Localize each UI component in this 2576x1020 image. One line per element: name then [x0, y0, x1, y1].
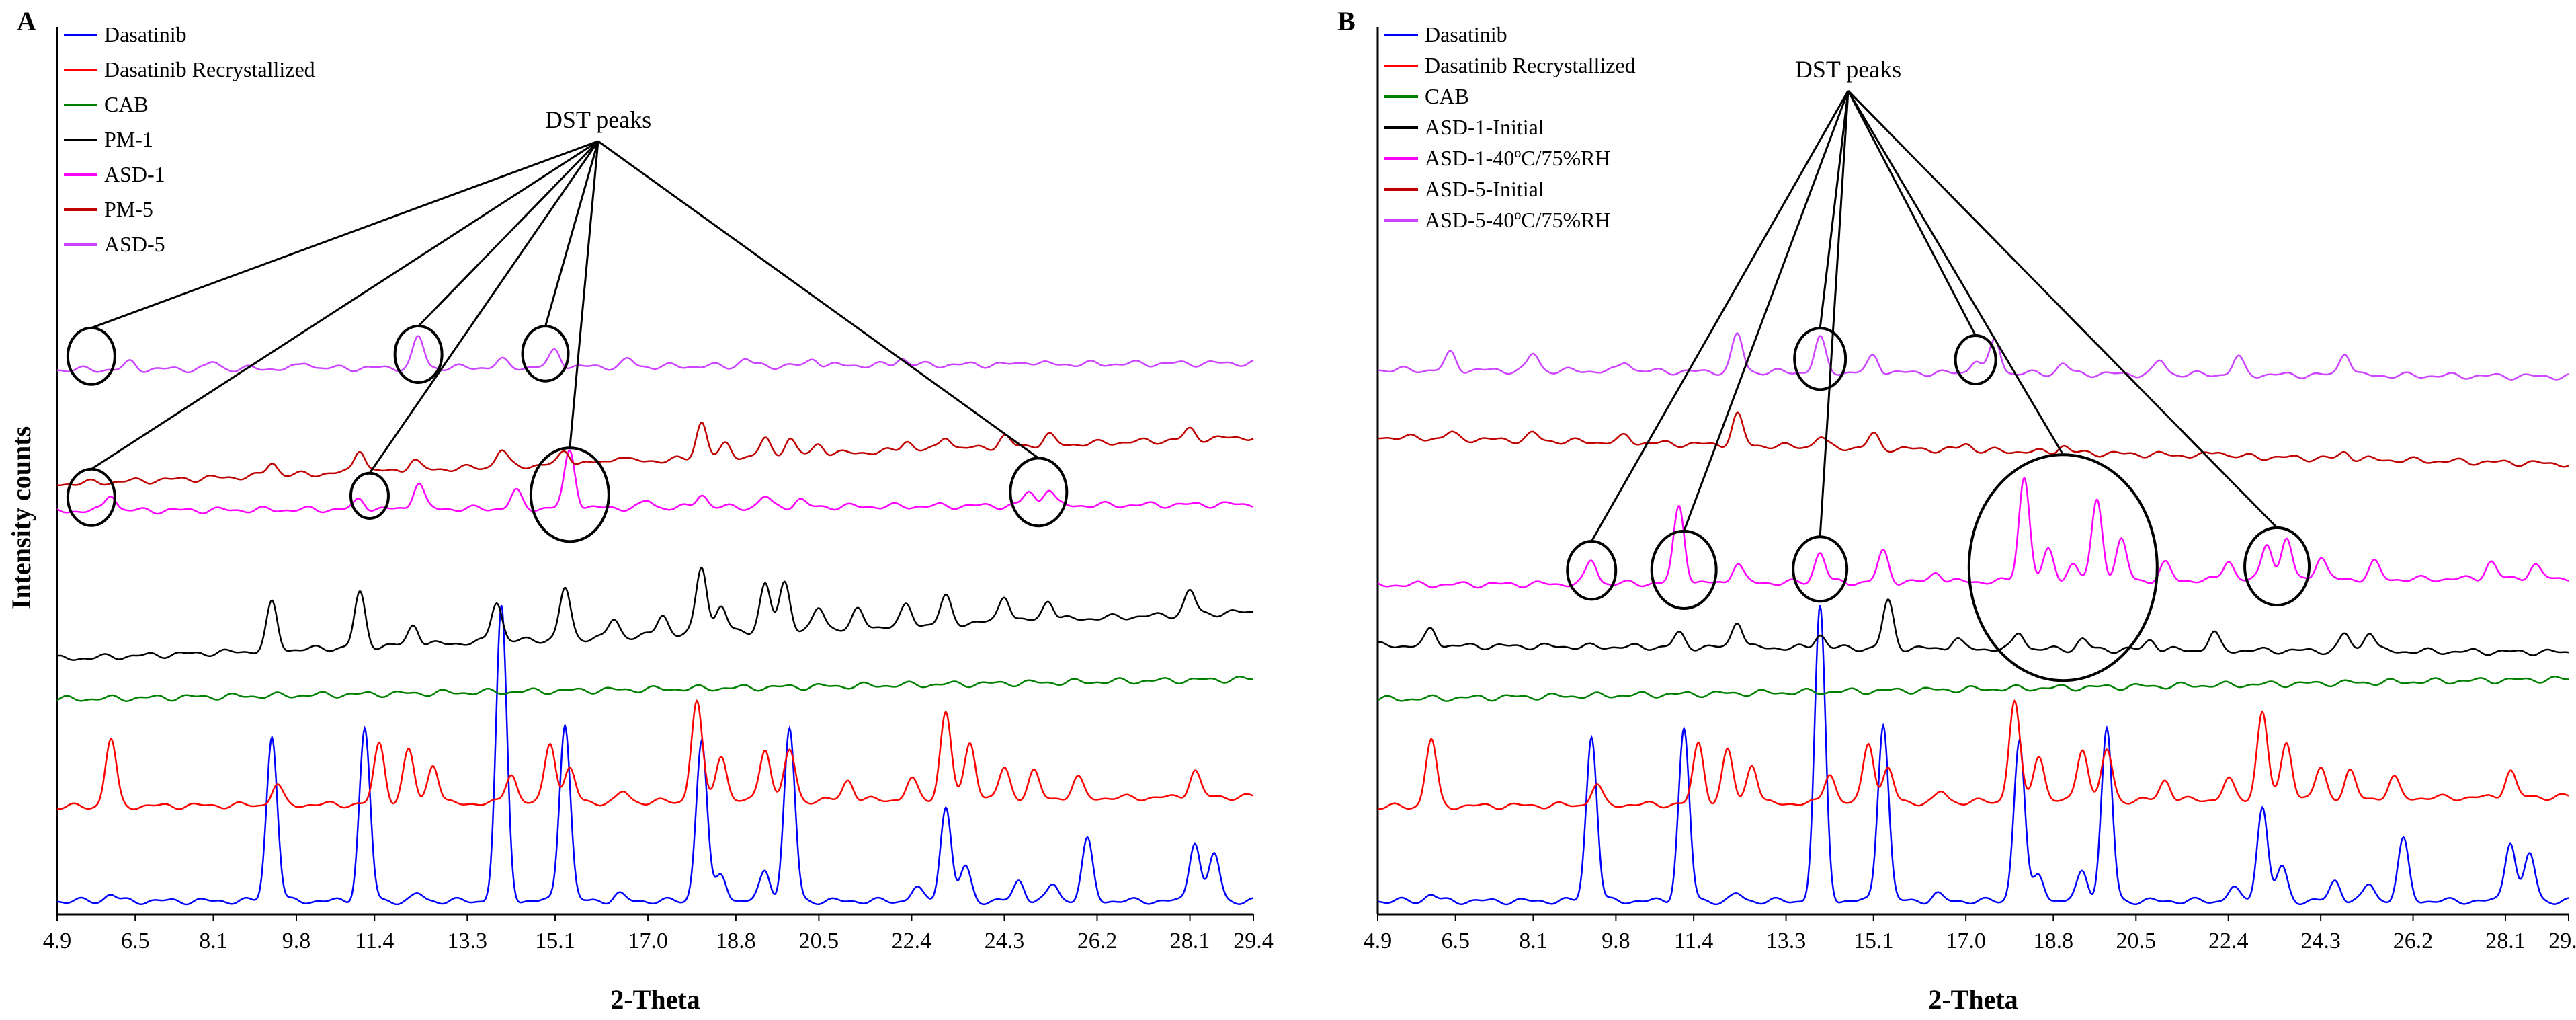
- annotation-pointer: [1847, 89, 2278, 528]
- legend-label: PM-5: [104, 197, 153, 221]
- peak-circle: [1009, 457, 1069, 528]
- series-line-dasatinib: [57, 604, 1254, 906]
- series-line-asd-1-40-c-75-rh: [1377, 475, 2569, 589]
- series-line-pm-1: [56, 566, 1254, 661]
- annotation-pointer: [1819, 90, 1850, 329]
- panel-letter: A: [17, 6, 36, 36]
- x-tick-label: 29.4: [2548, 929, 2576, 953]
- series-line-asd-1-initial: [1377, 598, 2569, 656]
- legend-label: ASD-1-Initial: [1425, 115, 1544, 139]
- series-line-dasatinib-recrystallized: [56, 699, 1254, 810]
- legend-label: Dasatinib Recrystallized: [1425, 53, 1636, 77]
- annotation-pointer: [1847, 90, 2065, 456]
- peak-circle: [1566, 540, 1618, 601]
- dst-peaks-annotation: DST peaks: [1795, 56, 1901, 83]
- legend-label: Dasatinib: [104, 22, 187, 46]
- x-tick-label: 20.5: [799, 929, 839, 953]
- annotation-pointer: [597, 140, 1040, 459]
- x-tick-label: 24.3: [985, 929, 1025, 953]
- x-tick-label: 17.0: [1946, 929, 1986, 953]
- series-line-cab: [56, 676, 1253, 702]
- legend-label: CAB: [1425, 84, 1469, 108]
- legend-label: Dasatinib: [1425, 22, 1507, 46]
- x-tick-label: 17.0: [628, 929, 668, 953]
- annotation-pointer: [1590, 90, 1850, 542]
- x-tick-label: 13.3: [448, 929, 488, 953]
- legend-label: ASD-1: [104, 162, 165, 186]
- legend-label: CAB: [104, 92, 149, 116]
- legend-label: ASD-1-40ºC/75%RH: [1425, 146, 1611, 170]
- x-tick-label: 26.2: [1077, 929, 1118, 953]
- x-tick-label: 20.5: [2116, 929, 2157, 953]
- series-line-asd-1: [56, 449, 1254, 515]
- x-tick-label: 15.1: [1854, 929, 1894, 953]
- peak-circle: [529, 446, 610, 543]
- x-tick-label: 8.1: [199, 929, 228, 953]
- x-tick-label: 28.1: [2485, 929, 2526, 953]
- x-tick-label: 6.5: [1441, 929, 1470, 953]
- panel-b: 4.9 6.5 8.1 9.8 11.4 13.3 15.1 17.0 18.8 20.5 22.4…: [1337, 6, 2576, 1015]
- annotation-pointer: [1847, 90, 1977, 336]
- x-tick-label: 26.2: [2393, 929, 2434, 953]
- x-tick-label: 29.4: [1233, 929, 1274, 953]
- annotation-pointer: [544, 141, 599, 327]
- x-tick-label: 22.4: [892, 929, 932, 953]
- x-tick-label: 6.5: [121, 929, 150, 953]
- panel-letter: B: [1337, 6, 1356, 36]
- annotation-pointer: [91, 140, 599, 470]
- peak-circle: [521, 325, 570, 383]
- peak-circle: [393, 324, 444, 384]
- peak-circle: [66, 326, 116, 386]
- annotation-pointer: [417, 140, 599, 327]
- x-axis-title: 2-Theta: [1928, 984, 2018, 1015]
- x-axis-title: 2-Theta: [610, 984, 700, 1015]
- annotation-pointer: [1683, 90, 1850, 532]
- legend-label: PM-1: [104, 127, 153, 151]
- series-line-asd-5: [56, 335, 1254, 374]
- legend-label: ASD-5-Initial: [1425, 177, 1544, 201]
- x-tick-label: 18.8: [2034, 929, 2074, 953]
- peak-circle: [1792, 535, 1849, 603]
- panel-a: 4.9 6.5 8.1 9.8 11.4 13.3 15.1 17.0 18.8 20.5 22.4…: [17, 6, 1274, 1015]
- annotation-pointer: [91, 140, 599, 329]
- series-line-asd-5-40-c-75-rh: [1377, 332, 2569, 381]
- series-line-dasatinib-recrystallized: [1377, 699, 2569, 810]
- x-tick-label: 18.8: [716, 929, 756, 953]
- legend-label: ASD-5-40ºC/75%RH: [1425, 208, 1611, 232]
- x-tick-label: 11.4: [355, 929, 394, 953]
- x-tick-label: 11.4: [1674, 929, 1713, 953]
- x-tick-label: 8.1: [1519, 929, 1548, 953]
- series-line-cab: [1377, 676, 2569, 702]
- peak-circle: [1954, 334, 1997, 386]
- x-tick-label: 24.3: [2300, 929, 2341, 953]
- peak-circle: [1650, 529, 1718, 611]
- x-tick-label: 4.9: [43, 929, 72, 953]
- annotation-pointer: [368, 141, 599, 474]
- series-line-pm-5: [56, 421, 1254, 487]
- series-line-asd-5-initial: [1377, 411, 2569, 468]
- x-tick-label: 9.8: [282, 929, 311, 953]
- x-tick-label: 4.9: [1364, 929, 1393, 953]
- legend-label: ASD-5: [104, 232, 165, 256]
- annotation-pointer: [1819, 90, 1850, 537]
- x-tick-label: 9.8: [1602, 929, 1630, 953]
- x-tick-label: 22.4: [2208, 929, 2249, 953]
- x-tick-label: 15.1: [535, 929, 575, 953]
- series-line-dasatinib: [1378, 604, 2569, 906]
- peak-circle: [349, 471, 390, 520]
- legend-label: Dasatinib Recrystallized: [104, 57, 315, 81]
- x-tick-label: 13.3: [1766, 929, 1806, 953]
- peak-circle: [1793, 327, 1847, 391]
- x-tick-label: 28.1: [1170, 929, 1210, 953]
- annotation-pointer: [569, 141, 599, 448]
- y-axis-title: Intensity counts: [6, 426, 36, 609]
- dst-peaks-annotation: DST peaks: [545, 106, 651, 133]
